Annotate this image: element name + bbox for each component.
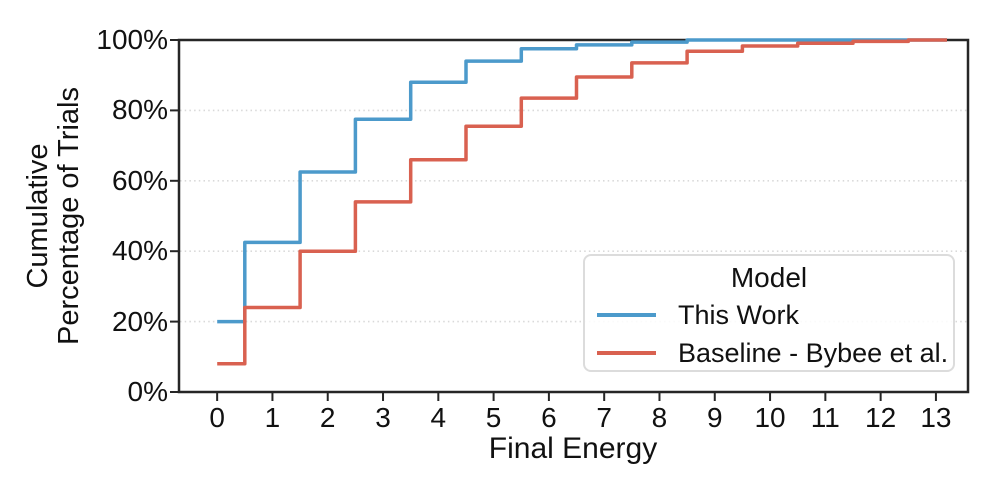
legend-entry-this-work: This Work xyxy=(585,298,953,332)
y-tick-label: 80% xyxy=(111,94,168,126)
y-axis-label-line2: Percentage of Trials xyxy=(53,87,85,345)
x-tick-label: 7 xyxy=(596,402,612,433)
y-tick-label: 100% xyxy=(96,24,168,55)
y-tick-label: 40% xyxy=(111,235,168,267)
x-tick-label: 11 xyxy=(810,402,840,433)
legend-title: Model xyxy=(730,262,808,293)
y-tick-label: 20% xyxy=(111,305,168,337)
baseline-line-swatch xyxy=(597,351,656,355)
series-line-this-work xyxy=(217,38,947,324)
legend-entry-baseline: Baseline - Bybee et al. xyxy=(585,336,953,370)
plot-border xyxy=(177,38,970,394)
y-axis-label: Cumulative Percentage of Trials xyxy=(22,87,85,345)
y-axis-label-line1: Cumulative xyxy=(22,143,54,289)
x-tick-label: 10 xyxy=(754,402,786,433)
x-tick-label: 4 xyxy=(430,402,447,433)
x-tick-label: 6 xyxy=(541,402,557,433)
x-tick-label: 2 xyxy=(319,402,336,433)
x-tick-label: 12 xyxy=(865,402,897,433)
x-tick-label: 9 xyxy=(706,402,723,433)
x-tick-label: 8 xyxy=(651,402,668,433)
y-tick-label: 0% xyxy=(127,376,168,407)
legend-label: Baseline - Bybee et al. xyxy=(678,337,949,368)
x-tick-label: 3 xyxy=(375,402,391,433)
this-work-line-swatch xyxy=(597,313,656,317)
x-tick-label: 13 xyxy=(920,402,952,433)
x-tick-label: 5 xyxy=(485,402,502,433)
x-tick-label: 0 xyxy=(209,402,225,433)
x-axis-label: Final Energy xyxy=(488,432,658,465)
legend: Model This Work Baseline - Bybee et al. xyxy=(583,254,955,372)
x-tick-label: 1 xyxy=(264,402,281,433)
series-line-baseline-bybee-et-al xyxy=(217,38,947,366)
legend-label: This Work xyxy=(678,299,800,330)
y-tick-label: 60% xyxy=(111,164,168,196)
